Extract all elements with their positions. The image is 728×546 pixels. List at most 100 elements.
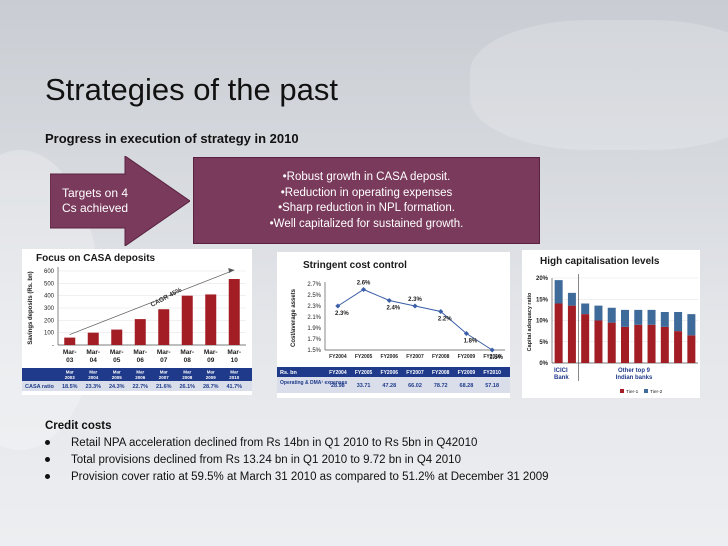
table-cell: 68.28: [460, 383, 474, 389]
y-tick-label: 1.5%: [307, 348, 321, 354]
data-label: 2.2%: [438, 317, 452, 323]
y-axis-label: Cost/average assets: [291, 288, 297, 347]
x-tick-label: Mar-: [63, 349, 77, 356]
credit-item-text: Total provisions declined from Rs 13.24 …: [71, 454, 461, 466]
bar: [205, 294, 217, 345]
x-tick-label: 07: [160, 357, 168, 364]
bar: [228, 279, 240, 345]
table-cell: 47.28: [382, 383, 396, 389]
table-row-label: Operating & DMA¹ expenses: [280, 380, 347, 386]
bullet-icon: [45, 440, 50, 445]
bar-tier2: [607, 307, 616, 323]
table-header: Mar: [136, 370, 144, 375]
bar-tier2: [594, 305, 603, 321]
bar-tier1: [554, 303, 563, 363]
group-label: Indian banks: [616, 375, 653, 381]
x-tick-label: Mar-: [180, 349, 194, 356]
bar: [111, 329, 123, 345]
bar-tier1: [674, 331, 683, 363]
bullet-icon: [45, 474, 50, 479]
bar-tier1: [647, 324, 656, 363]
bar: [134, 319, 146, 345]
table-header: Mar: [183, 370, 191, 375]
bar-tier2: [581, 303, 590, 315]
y-tick-label: 10%: [536, 319, 549, 325]
table-header: FY2005: [355, 370, 373, 376]
highlight-item: •Sharp reduction in NPL formation.: [278, 202, 455, 214]
y-tick-label: 2.3%: [307, 304, 321, 310]
y-tick-label: 600: [44, 269, 55, 275]
bar-tier1: [634, 324, 643, 363]
trend-arrow: [69, 269, 235, 335]
capital-chart-panel: High capitalisation levels Capital adequa…: [522, 250, 700, 398]
table-header-label: Rs. bn: [280, 370, 297, 376]
credit-item-text: Provision cover ratio at 59.5% at March …: [71, 471, 549, 483]
y-tick-label: 500: [44, 281, 55, 287]
bar-tier1: [607, 322, 616, 363]
table-header: FY2009: [458, 370, 476, 376]
casa-chart-panel: Focus on CASA deposits Savings deposits (…: [22, 249, 252, 395]
x-tick-label: FY2008: [432, 354, 450, 360]
arrow-shape: [50, 156, 190, 246]
bar-tier1: [581, 314, 590, 363]
bar: [87, 332, 99, 345]
trend-arrow-head: [228, 268, 235, 274]
x-tick-label: 09: [207, 357, 215, 364]
bar-tier2: [674, 312, 683, 332]
data-label: 1.8%: [464, 339, 478, 345]
chart-title: Stringent cost control: [303, 260, 407, 271]
cost-chart-panel: Stringent cost control Cost/average asset…: [277, 252, 510, 398]
casa-chart: Focus on CASA deposits Savings deposits (…: [22, 253, 252, 391]
table-header: 2008: [182, 375, 193, 380]
x-tick-label: FY2006: [381, 354, 399, 360]
highlights-box: [193, 157, 540, 244]
x-tick-label: FY2009: [458, 354, 476, 360]
cost-chart: Stringent cost control Cost/average asset…: [277, 260, 510, 393]
highlights-list: •Robust growth in CASA deposit. •Reducti…: [193, 170, 540, 232]
bar-tier1: [594, 320, 603, 363]
table-cell: 26.1%: [179, 384, 195, 390]
bar-tier2: [660, 312, 669, 327]
data-label: 2.3%: [408, 297, 422, 303]
legend-swatch: [620, 389, 624, 393]
y-tick-label: 300: [44, 306, 55, 312]
highlight-item: •Reduction in operating expenses: [280, 186, 453, 199]
legend-label: Tier-1: [626, 389, 639, 395]
y-tick-label: 2.7%: [307, 282, 321, 288]
y-tick-label: 400: [44, 294, 55, 300]
bar-tier2: [621, 309, 629, 327]
legend-swatch: [644, 389, 648, 393]
annotation: CAGR 45%: [150, 287, 183, 309]
table-header: 2006: [135, 375, 146, 380]
bar: [64, 337, 76, 345]
y-axis-label: Savings deposits (Rs. bn): [28, 271, 34, 344]
table-header: Mar: [89, 370, 97, 375]
table-cell: 21.6%: [156, 384, 172, 390]
data-label: 2.4%: [386, 306, 400, 312]
y-tick-label: 20%: [536, 276, 549, 282]
y-tick-label: -: [52, 343, 54, 349]
data-point: [489, 347, 495, 353]
data-label: 2.6%: [357, 281, 371, 287]
x-tick-label: Mar-: [204, 349, 218, 356]
x-tick-label: 08: [184, 357, 192, 364]
x-tick-label: Mar-: [157, 349, 171, 356]
data-point: [335, 303, 341, 309]
chart-title: Focus on CASA deposits: [36, 253, 156, 264]
legend-label: Tier-2: [650, 389, 663, 395]
x-tick-label: FY2010: [483, 354, 501, 360]
y-tick-label: 2.5%: [307, 293, 321, 299]
capital-chart: High capitalisation levels Capital adequa…: [527, 256, 698, 395]
table-header: 2004: [88, 375, 99, 380]
table-cell: 28.7%: [203, 384, 219, 390]
table-header-bg: [22, 368, 252, 381]
x-tick-label: Mar-: [110, 349, 124, 356]
bar: [181, 295, 193, 345]
y-tick-label: 200: [44, 318, 55, 324]
table-header-bg: [277, 367, 510, 377]
table-cell: 22.7%: [132, 384, 148, 390]
table-header: FY2007: [406, 370, 424, 376]
table-cell: 33.71: [357, 383, 371, 389]
x-tick-label: 04: [90, 357, 98, 364]
